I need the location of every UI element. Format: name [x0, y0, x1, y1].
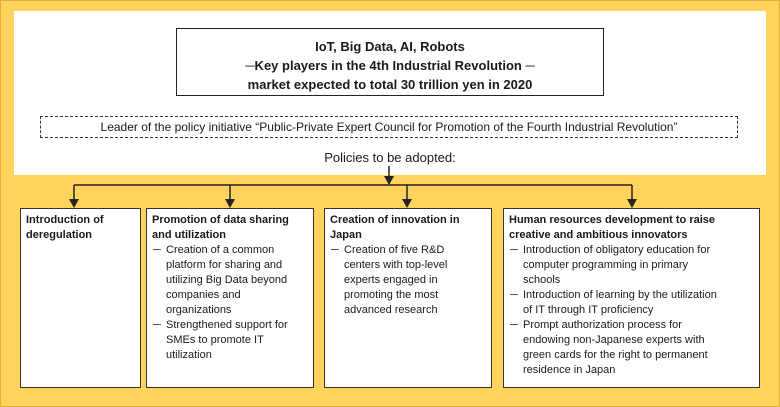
policy-box-deregulation: Introduction of deregulation — [20, 208, 141, 388]
policy-box-human-resources: Human resources development to raise cre… — [503, 208, 760, 388]
leader-box: Leader of the policy initiative “Public-… — [40, 116, 738, 138]
policy-item: ─ Introduction of obligatory education f… — [510, 244, 711, 286]
policy-item: ─ Prompt authorization process for endow… — [510, 319, 708, 376]
policy-heading: Creation of innovation in Japan — [330, 214, 460, 241]
title-line-3: market expected to total 30 trillion yen… — [247, 77, 533, 92]
bullet-dash: ─ — [153, 319, 161, 331]
bullet-dash: ─ — [510, 319, 518, 331]
bullet-dash: ─ — [510, 289, 518, 301]
policy-item: ─ Creation of a common platform for shar… — [153, 244, 288, 316]
title-box: IoT, Big Data, AI, Robots ─Key players i… — [176, 28, 604, 96]
policy-heading: Human resources development to raise cre… — [509, 214, 716, 241]
policy-item: ─ Introduction of learning by the utiliz… — [510, 289, 717, 316]
policy-box-data-sharing: Promotion of data sharing and utilizatio… — [146, 208, 314, 388]
bullet-dash: ─ — [510, 244, 518, 256]
policy-item: ─ Strengthened support for SMEs to promo… — [153, 319, 288, 361]
arrowhead-4 — [627, 199, 637, 208]
bullet-dash: ─ — [331, 244, 339, 256]
bullet-dash: ─ — [153, 244, 161, 256]
title-line-1: IoT, Big Data, AI, Robots — [315, 39, 465, 54]
title-line-2: ─Key players in the 4th Industrial Revol… — [245, 58, 535, 73]
arrowhead-1 — [69, 199, 79, 208]
arrowhead-3 — [402, 199, 412, 208]
stem-arrowhead — [384, 176, 394, 185]
policy-item: ─ Creation of five R&D centers with top-… — [331, 244, 448, 316]
arrowhead-2 — [225, 199, 235, 208]
policy-heading: Introduction of deregulation — [26, 214, 104, 241]
policies-label: Policies to be adopted: — [324, 150, 456, 165]
policy-box-innovation: Creation of innovation in Japan ─ Creati… — [324, 208, 492, 388]
policy-heading: Promotion of data sharing and utilizatio… — [152, 214, 289, 241]
